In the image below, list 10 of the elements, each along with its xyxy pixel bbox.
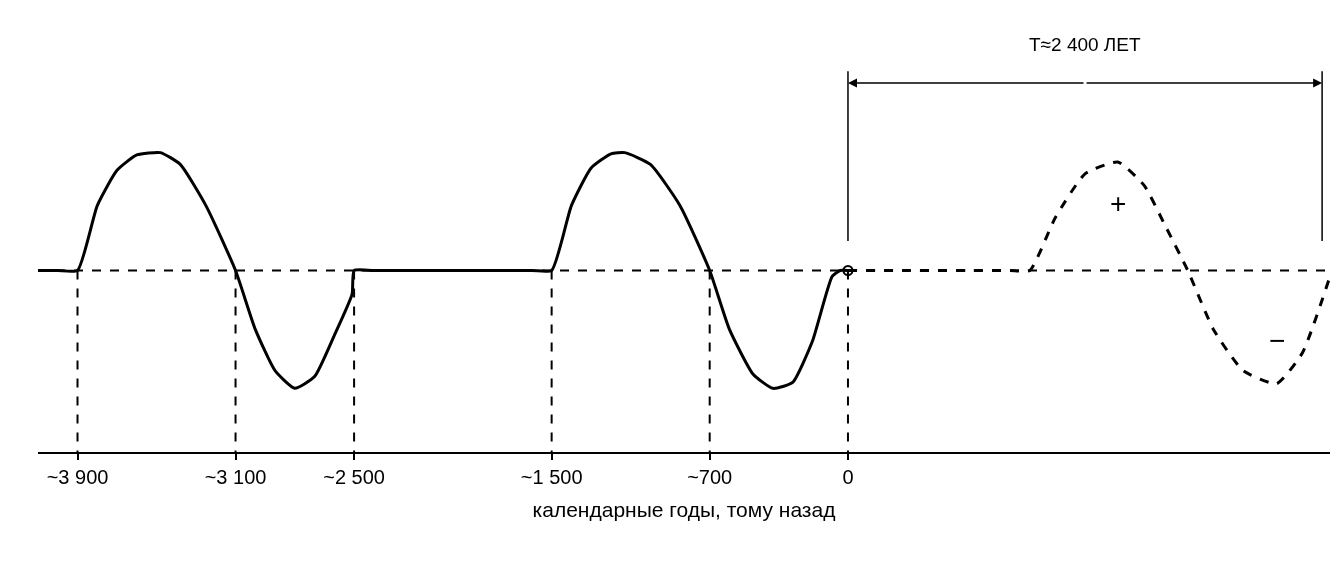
x-tick-label: 0 — [842, 466, 854, 488]
x-tick-label: ~3 100 — [204, 466, 267, 488]
x-tick-label: ~2 500 — [323, 466, 385, 488]
annotation: − — [1269, 325, 1286, 356]
x-tick-label: ~1 500 — [520, 466, 583, 488]
x-tick-label: ~700 — [687, 466, 733, 488]
x-tick-label: ~3 900 — [46, 466, 109, 488]
text: T≈2 400 ЛЕТ — [1029, 34, 1141, 55]
annotation: + — [1110, 188, 1127, 219]
x-axis-title: календарные годы, тому назад — [532, 497, 836, 521]
